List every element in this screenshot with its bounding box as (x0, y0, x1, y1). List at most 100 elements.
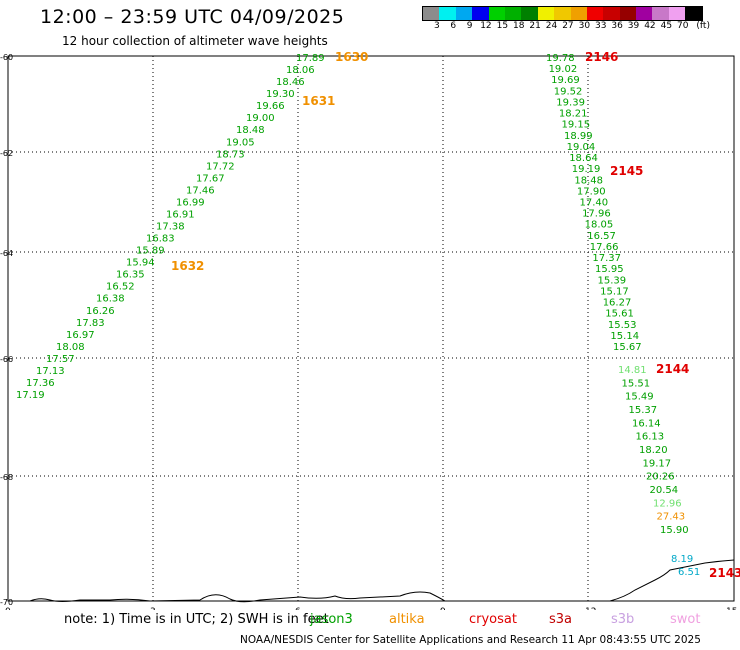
y-tick-label: -70 (0, 598, 13, 607)
swh-value: 17.57 (46, 354, 75, 365)
y-tick-label: -60 (0, 53, 13, 62)
colorbar-label: 3 (434, 21, 440, 31)
colorbar-label: 33 (595, 21, 607, 31)
swh-value: 16.14 (632, 418, 661, 429)
y-tick-label: -68 (0, 473, 13, 482)
legend-item-s3a: s3a (549, 612, 573, 627)
swh-value: 16.27 (603, 298, 632, 309)
colorbar-unit: (ft) (696, 21, 710, 31)
swh-value: 19.66 (256, 101, 285, 112)
swh-value: 17.67 (196, 173, 225, 184)
swh-value: 15.49 (625, 392, 654, 403)
legend-item-swot: swot (670, 612, 701, 627)
swh-value: 15.94 (126, 258, 155, 269)
swh-value: 16.26 (86, 306, 115, 317)
colorbar-label: 9 (466, 21, 473, 31)
swh-value: 16.35 (116, 270, 145, 281)
colorbar-label: 27 (562, 21, 574, 31)
pass-label: 1630 (335, 50, 368, 64)
colorbar-swatch (488, 7, 505, 20)
x-tick-label: 0 (5, 607, 11, 610)
colorbar-swatch (636, 7, 653, 20)
swh-value: 15.67 (613, 342, 642, 353)
colorbar-label: 39 (627, 21, 640, 31)
swh-value: 17.83 (76, 318, 105, 329)
swh-value: 15.61 (605, 309, 634, 320)
colorbar-label: 12 (480, 21, 492, 31)
colorbar-swatch (423, 7, 440, 20)
y-tick-label: -64 (0, 249, 13, 258)
swh-value: 19.00 (246, 113, 275, 124)
x-tick-label: 12 (585, 607, 596, 610)
map-subtitle: 12 hour collection of altimeter wave hei… (62, 34, 328, 48)
swh-value: 17.40 (580, 198, 609, 209)
swh-value: 15.51 (622, 378, 651, 389)
swh-value: 19.39 (556, 97, 585, 108)
swh-value: 15.39 (598, 275, 627, 286)
pass-label: 2143 (709, 566, 740, 580)
pass-label: 1631 (302, 94, 335, 108)
swh-value: 17.90 (577, 186, 606, 197)
colorbar-label: 70 (677, 21, 689, 31)
swh-value: 16.97 (66, 330, 95, 341)
swh-value: 6.51 (678, 567, 700, 578)
swh-value: 19.02 (549, 64, 578, 75)
swh-value: 17.89 (296, 53, 325, 64)
swh-value: 19.04 (567, 142, 596, 153)
map-plot: 03691215-60-62-64-66-68-7017.8918.0618.4… (0, 50, 740, 610)
colorbar-swatch (554, 7, 571, 20)
colorbar-swatch (570, 7, 587, 20)
map-title: 12:00 – 23:59 UTC 04/09/2025 (40, 6, 345, 28)
legend-item-altika: altika (389, 612, 425, 627)
colorbar-label: 42 (644, 21, 656, 31)
swh-value: 18.64 (569, 153, 598, 164)
swh-value: 17.66 (590, 242, 619, 253)
swh-value: 16.52 (106, 282, 135, 293)
colorbar-swatch (439, 7, 456, 20)
colorbar-swatch (586, 7, 604, 20)
swh-value: 19.15 (561, 120, 590, 131)
swh-value: 15.37 (629, 405, 658, 416)
swh-value: 8.19 (671, 554, 693, 565)
colorbar-label: 6 (450, 21, 457, 31)
swh-value: 17.72 (206, 161, 235, 172)
pass-label: 1632 (171, 259, 204, 273)
swh-value: 16.38 (96, 294, 125, 305)
coastline (29, 591, 446, 603)
swh-value: 17.96 (582, 209, 611, 220)
swh-value: 18.06 (286, 65, 315, 76)
pass-label: 2145 (610, 164, 643, 178)
swh-value: 18.73 (216, 149, 245, 160)
y-tick-label: -62 (0, 149, 13, 158)
swh-value: 15.53 (608, 320, 637, 331)
swh-value: 18.48 (236, 125, 265, 136)
colorbar-label: 45 (660, 21, 673, 31)
swh-value: 14.81 (618, 365, 647, 376)
colorbar-swatch (504, 7, 522, 20)
legend-item-jason3: jason3 (310, 612, 353, 627)
colorbar-swatch (521, 7, 538, 20)
swh-value: 17.13 (36, 366, 65, 377)
x-tick-label: 9 (440, 607, 446, 610)
swh-value: 17.46 (186, 185, 215, 196)
swh-value: 16.13 (636, 432, 665, 443)
swh-value: 19.52 (554, 86, 583, 97)
swh-value: 12.96 (653, 498, 682, 509)
swh-value: 15.95 (595, 264, 624, 275)
swh-value: 19.05 (226, 137, 255, 148)
swh-value: 19.17 (643, 458, 672, 469)
x-tick-label: 3 (150, 607, 156, 610)
swh-value: 19.30 (266, 89, 295, 100)
colorbar-label: 24 (545, 21, 558, 31)
swh-value: 18.21 (559, 109, 588, 120)
swh-value: 19.19 (572, 164, 601, 175)
pass-label: 2144 (656, 362, 689, 376)
swh-value: 27.43 (657, 512, 686, 523)
swh-value: 15.14 (610, 331, 639, 342)
colorbar-swatch (652, 7, 669, 20)
swh-value: 19.69 (551, 75, 580, 86)
swh-value: 17.38 (156, 222, 185, 233)
swh-value: 17.19 (16, 390, 45, 401)
x-tick-label: 6 (295, 607, 301, 610)
map-frame (7, 55, 735, 602)
